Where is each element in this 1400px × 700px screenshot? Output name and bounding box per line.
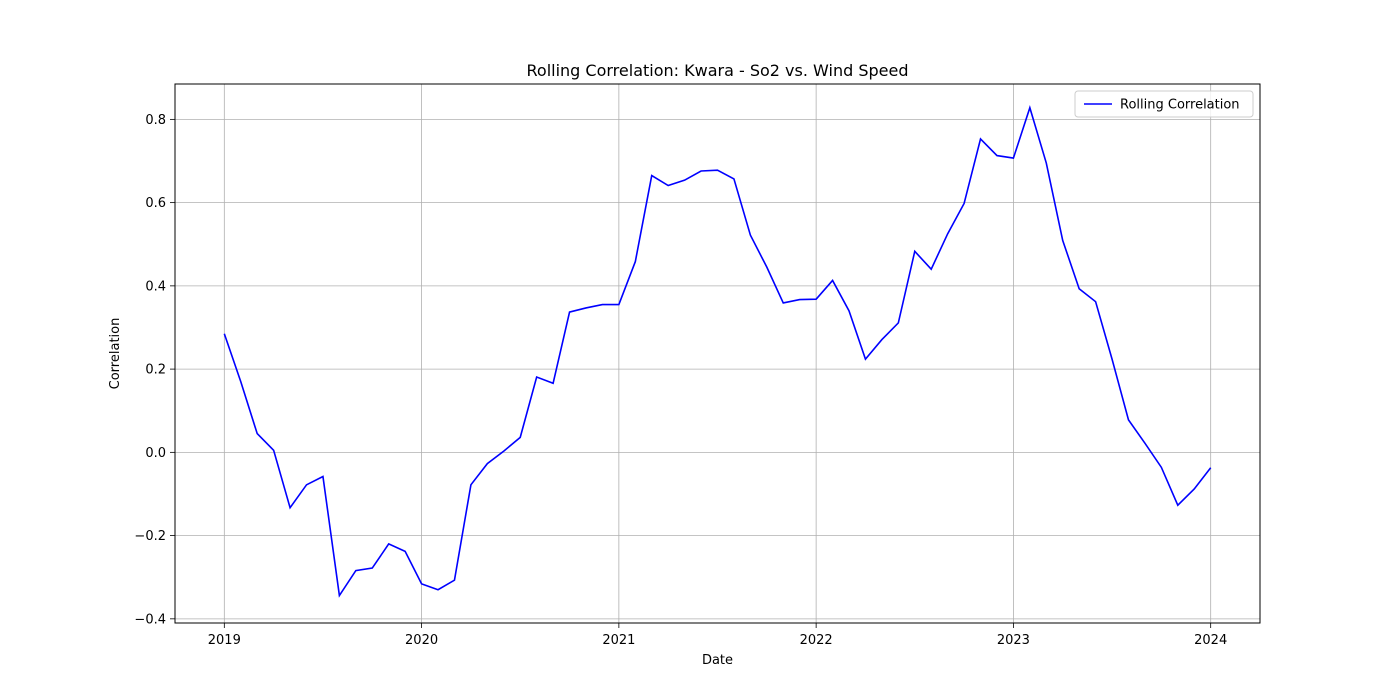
series-line-rolling-correlation bbox=[223, 105, 1212, 598]
y-axis-label: Correlation bbox=[108, 318, 123, 390]
axis-ticks: 2019 2020 2021 2022 2023 2024 −0.4 −0.2 0.0 0.2 0.… bbox=[134, 113, 1227, 648]
y-tick-label: 0.6 bbox=[145, 196, 166, 211]
x-tick-label: 2023 bbox=[997, 633, 1030, 648]
y-tick-label: 0.4 bbox=[145, 279, 166, 294]
x-tick-label: 2020 bbox=[405, 633, 438, 648]
y-tick-label: 0.0 bbox=[145, 446, 166, 461]
x-tick-label: 2024 bbox=[1194, 633, 1227, 648]
y-tick-label: 0.2 bbox=[145, 363, 166, 378]
series-layer bbox=[223, 105, 1212, 598]
chart-title: Rolling Correlation: Kwara - So2 vs. Win… bbox=[527, 61, 909, 80]
y-tick-label: 0.8 bbox=[145, 113, 166, 128]
x-tick-label: 2021 bbox=[602, 633, 635, 648]
plot-area-frame bbox=[174, 83, 1261, 624]
legend-box bbox=[1074, 90, 1254, 118]
x-tick-label: 2022 bbox=[800, 633, 833, 648]
grid-lines bbox=[175, 84, 1260, 623]
y-tick-label: −0.4 bbox=[134, 612, 166, 627]
legend: Rolling Correlation bbox=[1074, 90, 1254, 118]
x-axis-label: Date bbox=[702, 653, 733, 668]
y-tick-label: −0.2 bbox=[134, 529, 166, 544]
x-tick-label: 2019 bbox=[208, 633, 241, 648]
legend-label-rolling-correlation: Rolling Correlation bbox=[1120, 98, 1240, 113]
